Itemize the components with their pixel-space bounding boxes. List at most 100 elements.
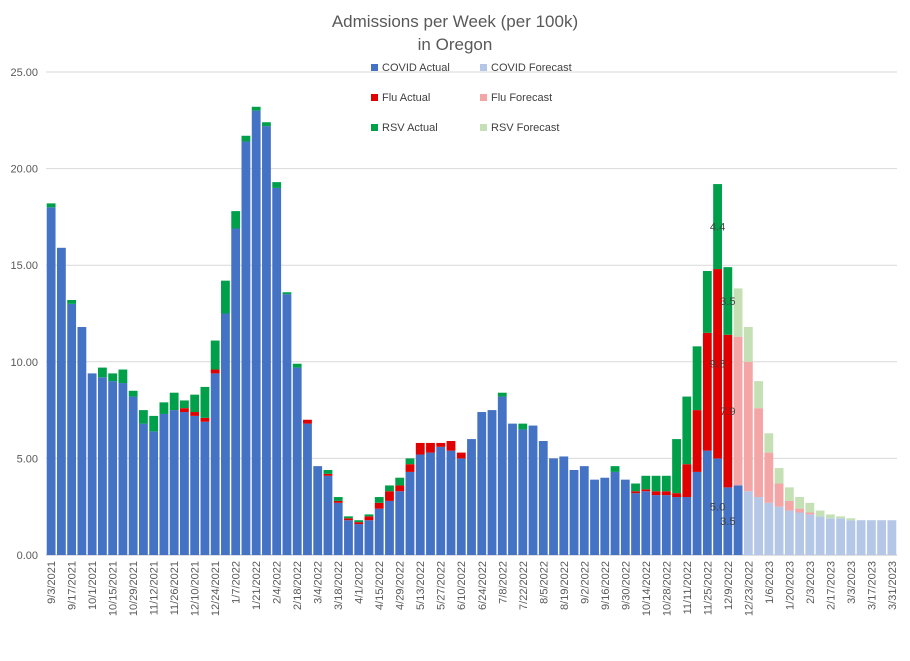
bar-flu-actual-10-14-2022 [641, 489, 651, 492]
bar-covid-actual-2-18-2022 [292, 367, 302, 555]
bar-flu-actual-4-15-2022 [374, 502, 384, 509]
bar-flu-forecast-1-13-2023 [774, 483, 784, 507]
bar-covid-actual-12-17-2021 [200, 421, 210, 555]
legend-label: COVID Actual [382, 62, 450, 74]
bar-rsv-actual-11-18-2022 [692, 346, 702, 411]
legend-swatch [371, 94, 378, 101]
bar-rsv-actual-2-11-2022 [282, 292, 292, 295]
legend-swatch [480, 94, 487, 101]
bar-rsv-actual-11-5-2021 [138, 410, 148, 424]
legend-label: Flu Forecast [491, 92, 552, 104]
bar-flu-actual-11-4-2022 [672, 493, 681, 498]
x-tick-label: 5/13/2022 [415, 561, 427, 610]
legend-swatch [480, 124, 487, 131]
x-tick-label: 8/5/2022 [538, 561, 550, 604]
bar-flu-forecast-12-30-2022 [754, 408, 763, 498]
bar-covid-actual-3-25-2022 [344, 520, 353, 555]
y-tick-label: 5.00 [17, 453, 38, 465]
bar-rsv-actual-4-1-2022 [354, 520, 364, 523]
bar-covid-actual-12-16-2022 [733, 485, 743, 555]
bar-rsv-actual-11-12-2021 [149, 415, 159, 432]
bar-rsv-actual-1-21-2022 [251, 106, 261, 111]
bar-rsv-actual-7-22-2022 [518, 423, 528, 430]
bar-rsv-forecast-12-30-2022 [754, 381, 763, 409]
bar-covid-forecast-3-31-2023 [887, 520, 897, 555]
bar-covid-actual-9-17-2021 [67, 303, 77, 555]
x-tick-label: 2/3/2023 [805, 561, 817, 604]
bar-flu-forecast-2-3-2023 [805, 512, 815, 515]
data-label-flu-actual-12-9-2022: 7.9 [720, 406, 735, 418]
bar-rsv-actual-7-8-2022 [497, 392, 507, 397]
x-tick-label: 11/26/2021 [169, 561, 181, 615]
legend-label: RSV Forecast [491, 122, 559, 134]
bar-rsv-forecast-1-20-2023 [784, 487, 794, 501]
bar-covid-actual-4-29-2022 [395, 491, 405, 555]
bar-covid-actual-9-24-2021 [77, 327, 87, 555]
bar-flu-actual-5-20-2022 [426, 442, 435, 453]
bar-rsv-actual-9-23-2022 [610, 466, 620, 472]
bar-covid-actual-7-29-2022 [528, 425, 538, 555]
x-tick-label: 9/2/2022 [579, 561, 591, 604]
bar-flu-actual-11-18-2022 [692, 410, 702, 472]
bar-rsv-actual-10-29-2021 [128, 390, 138, 397]
bar-rsv-actual-11-26-2021 [169, 392, 179, 411]
bar-covid-actual-9-3-2021 [46, 207, 56, 556]
y-tick-label: 10.00 [10, 357, 38, 369]
bar-flu-actual-12-3-2021 [180, 408, 189, 413]
bar-covid-actual-7-1-2022 [487, 410, 497, 555]
bar-covid-actual-11-19-2021 [159, 413, 169, 555]
bar-covid-actual-12-24-2021 [210, 373, 220, 555]
x-tick-label: 9/16/2022 [600, 561, 612, 610]
bar-flu-actual-12-24-2021 [210, 369, 220, 374]
bar-rsv-actual-11-4-2022 [672, 439, 681, 494]
x-tick-label: 3/18/2022 [333, 561, 345, 610]
bar-rsv-actual-3-25-2022 [344, 516, 353, 519]
bar-rsv-actual-12-9-2022 [723, 267, 733, 335]
bar-covid-actual-11-12-2021 [149, 431, 159, 555]
x-tick-label: 7/22/2022 [518, 561, 530, 610]
chart-title: Admissions per Week (per 100k) [332, 12, 578, 31]
x-tick-label: 1/20/2023 [784, 561, 796, 610]
x-tick-label: 1/21/2022 [251, 561, 263, 610]
bar-rsv-actual-3-18-2022 [333, 497, 343, 501]
bar-rsv-forecast-2-17-2023 [825, 514, 835, 519]
bar-rsv-actual-4-22-2022 [385, 485, 394, 492]
bar-covid-actual-10-21-2022 [651, 495, 661, 555]
x-tick-label: 6/10/2022 [456, 561, 468, 610]
bar-covid-actual-8-26-2022 [569, 469, 579, 555]
bar-rsv-actual-3-11-2022 [323, 469, 333, 474]
bar-covid-actual-5-13-2022 [415, 454, 425, 555]
bar-rsv-actual-10-21-2022 [651, 475, 661, 492]
bar-covid-actual-6-24-2022 [477, 412, 487, 555]
bar-covid-actual-9-23-2022 [610, 471, 620, 555]
x-tick-label: 10/28/2022 [661, 561, 673, 616]
bar-flu-actual-5-13-2022 [415, 442, 425, 455]
bar-covid-actual-8-12-2022 [549, 458, 558, 555]
bar-covid-actual-3-18-2022 [333, 502, 343, 555]
bar-covid-actual-4-8-2022 [364, 520, 374, 555]
bar-covid-actual-2-4-2022 [272, 187, 282, 556]
bar-flu-actual-4-22-2022 [385, 491, 394, 501]
bar-covid-actual-10-29-2021 [128, 396, 138, 555]
bar-covid-actual-12-31-2021 [221, 313, 230, 555]
bar-rsv-forecast-2-24-2023 [836, 516, 846, 519]
bar-flu-forecast-12-23-2022 [743, 361, 753, 492]
bar-covid-forecast-3-17-2023 [866, 520, 876, 555]
bar-covid-actual-10-28-2022 [661, 495, 671, 555]
bar-rsv-actual-1-7-2022 [231, 211, 241, 229]
x-tick-label: 8/19/2022 [559, 561, 571, 610]
x-tick-label: 5/27/2022 [436, 561, 448, 610]
bar-rsv-actual-4-8-2022 [364, 514, 374, 517]
x-tick-label: 10/29/2021 [128, 561, 140, 616]
bar-rsv-actual-1-14-2022 [241, 135, 251, 142]
bar-rsv-forecast-12-23-2022 [743, 327, 753, 362]
bar-covid-actual-7-22-2022 [518, 429, 528, 555]
legend-label: RSV Actual [382, 122, 438, 134]
bar-rsv-actual-12-2-2022 [713, 184, 722, 270]
legend-item-rsv-forecast: RSV Forecast [480, 122, 559, 134]
bar-rsv-forecast-1-6-2023 [764, 433, 774, 453]
bar-covid-forecast-2-24-2023 [836, 518, 846, 555]
bar-rsv-actual-12-3-2021 [180, 400, 189, 409]
x-tick-label: 6/24/2022 [477, 561, 489, 610]
bar-covid-actual-12-9-2022 [723, 487, 733, 555]
